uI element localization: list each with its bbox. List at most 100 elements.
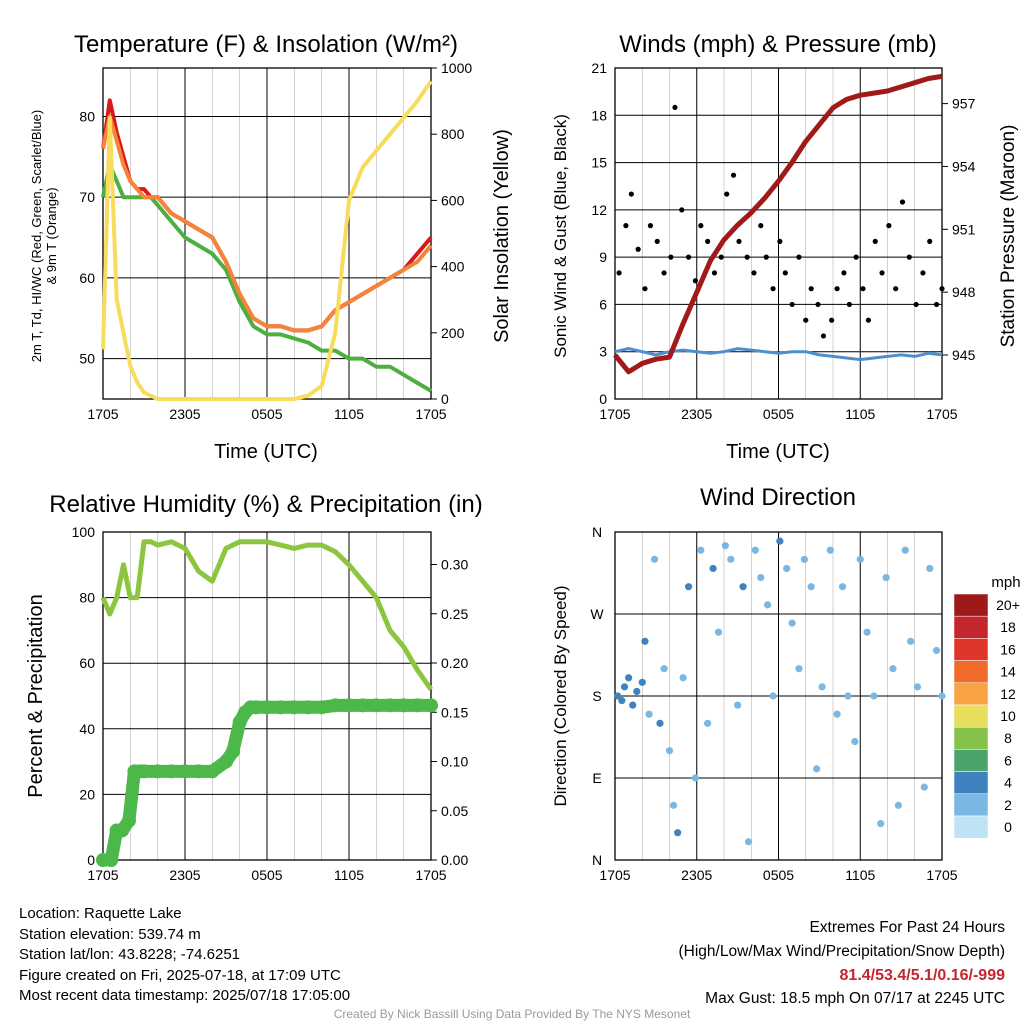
gust-point	[927, 238, 933, 244]
wind-ytick-label: 9	[599, 249, 607, 265]
temp-xtick-label: 1705	[87, 406, 118, 422]
wind-ytick-label: 3	[599, 344, 607, 360]
gust-point	[815, 301, 821, 308]
direction-point	[674, 829, 682, 837]
rh-xtick-label: 1705	[87, 867, 118, 883]
colorbar-swatch	[953, 615, 989, 639]
direction-point	[776, 537, 784, 545]
extremes-box: Extremes For Past 24 Hours (High/Low/Max…	[679, 916, 1006, 1010]
direction-point	[889, 665, 897, 673]
wind-xtick-label: 1705	[926, 406, 957, 422]
recent-data-text: Most recent data timestamp: 2025/07/18 1…	[19, 987, 351, 1004]
location-text: Location: Raquette Lake	[19, 905, 182, 922]
pressure-tick-label: 954	[952, 158, 976, 174]
created-text: Figure created on Fri, 2025-07-18, at 17…	[19, 966, 341, 984]
direction-point	[709, 564, 717, 573]
colorbar-swatch	[953, 660, 989, 684]
temp-ytick-label: 80	[79, 108, 95, 124]
pressure-tick-label: 957	[952, 96, 976, 112]
gust-point	[724, 191, 730, 197]
gust-point	[782, 270, 788, 276]
pressure-line	[613, 73, 943, 375]
wind-ytick-label: 21	[591, 60, 607, 76]
gust-point	[893, 286, 899, 292]
colorbar-label: 0	[1004, 819, 1012, 835]
colorbar-label: 4	[1004, 775, 1012, 791]
dir-xtick-label: 1705	[599, 867, 630, 883]
direction-point	[800, 555, 808, 563]
direction-point	[679, 674, 687, 682]
dir-ytick-label: N	[592, 852, 602, 868]
dir-xtick-label: 1705	[926, 867, 957, 883]
direction-point	[638, 678, 646, 686]
direction-point	[691, 774, 699, 782]
gust-point	[853, 254, 859, 260]
gust-point	[808, 286, 814, 292]
gust-point	[672, 104, 678, 111]
direction-point	[641, 637, 649, 645]
direction-point	[795, 665, 803, 673]
direction-point	[870, 692, 878, 700]
gust-point	[705, 238, 711, 244]
gust-point	[933, 301, 940, 308]
gust-point	[834, 286, 840, 292]
colorbar-label: 16	[1000, 641, 1016, 657]
insolation-tick-label: 400	[441, 259, 465, 275]
direction-point	[856, 555, 864, 563]
direction-point	[660, 665, 668, 673]
direction-point	[863, 628, 871, 636]
colorbar-title: mph	[991, 574, 1020, 591]
wind-xtick-label: 0505	[763, 406, 794, 422]
temp-ylabel-2: & 9m T (Orange)	[44, 187, 59, 284]
temp-panel-title: Temperature (F) & Insolation (W/m²)	[74, 31, 458, 58]
dir-panel-title: Wind Direction	[700, 484, 856, 511]
direction-point	[783, 564, 791, 573]
gust-point	[846, 301, 852, 308]
precip-tick-label: 0.00	[441, 852, 468, 868]
elevation-text: Station elevation: 539.74 m	[19, 925, 201, 943]
wind-y2label: Station Pressure (Maroon)	[998, 125, 1019, 348]
direction-point	[650, 555, 659, 563]
direction-point	[851, 737, 859, 746]
gust-point	[803, 317, 809, 323]
colorbar-swatch	[953, 815, 989, 839]
temp-ylabel-1: 2m T, Td, HI/WC (Red, Green, Scarlet/Blu…	[29, 110, 44, 362]
direction-point	[625, 674, 633, 682]
colorbar-label: 6	[1004, 752, 1012, 768]
direction-point	[877, 819, 885, 828]
direction-point	[669, 801, 678, 809]
dir-xtick-label: 2305	[681, 867, 712, 883]
dir-ytick-label: N	[592, 524, 602, 540]
latlon-text: Station lat/lon: 43.8228; -74.6251	[19, 946, 241, 963]
extremes-title: Extremes For Past 24 Hours	[809, 919, 1005, 936]
wind-ylabel: Sonic Wind & Gust (Blue, Black)	[551, 114, 570, 358]
dir-ytick-label: E	[592, 770, 601, 786]
gust-point	[718, 254, 724, 260]
pressure-tick-label: 948	[952, 284, 976, 300]
gust-point	[668, 254, 674, 260]
gust-point	[770, 286, 776, 292]
direction-point	[894, 801, 903, 809]
precip-tick-label: 0.30	[441, 557, 468, 573]
insolation-line	[101, 80, 433, 401]
precip-line	[96, 698, 438, 867]
direction-point	[633, 687, 641, 696]
gust-point	[920, 270, 926, 276]
rh-xtick-label: 0505	[251, 867, 282, 883]
wind-speed-colorbar: mph 20+ 18 16 14 12 10 8 6 4 2 0	[953, 574, 1021, 839]
insolation-tick-label: 1000	[441, 60, 472, 76]
wind-xtick-label: 1705	[599, 406, 630, 422]
rh-ytick-label: 60	[79, 655, 95, 671]
gust-point	[711, 270, 718, 276]
gust-point	[751, 270, 757, 276]
gust-point	[642, 286, 648, 292]
rh-ylabel: Percent & Precipitation	[25, 594, 47, 797]
direction-point	[734, 701, 742, 709]
gust-point	[628, 191, 634, 197]
dir-ytick-label: W	[590, 606, 604, 622]
rh-ytick-label: 80	[79, 590, 95, 606]
gust-point	[616, 270, 622, 276]
rh-ytick-label: 100	[72, 524, 96, 540]
direction-point	[844, 692, 852, 700]
direction-point	[818, 683, 826, 691]
